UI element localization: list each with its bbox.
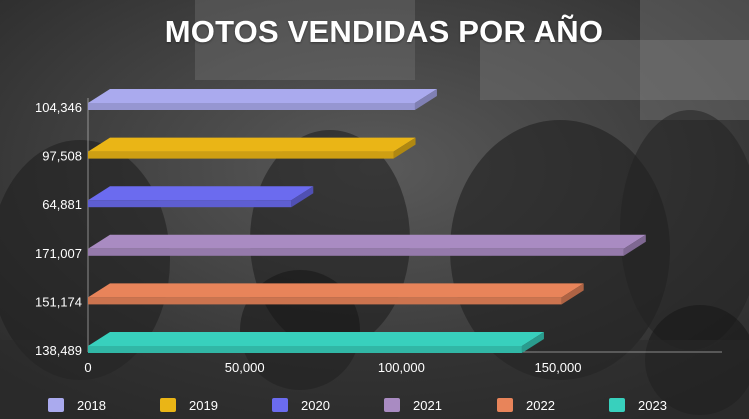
x-tick-label: 0 [84, 360, 91, 375]
bar-side-2023 [521, 332, 544, 353]
legend-swatch [497, 398, 513, 412]
bar-value-label: 171,007 [35, 246, 82, 261]
bar-2021 [88, 248, 624, 256]
bar-side-2019 [393, 137, 416, 159]
bar-top-2022 [88, 283, 584, 298]
legend-item-2023: 2023 [609, 396, 667, 414]
bar-top-2021 [88, 234, 646, 249]
x-tick-label: 100,000 [378, 360, 425, 375]
legend-swatch [609, 398, 625, 412]
chart-legend: 2018 2019 2020 2021 2022 2023 [48, 396, 748, 414]
bar-top-2023 [88, 332, 544, 346]
legend-item-2020: 2020 [272, 396, 330, 414]
x-tick-label: 50,000 [225, 360, 265, 375]
legend-swatch [272, 398, 288, 412]
bar-side-2018 [414, 89, 437, 110]
legend-label: 2023 [638, 397, 667, 413]
bar-2023 [88, 346, 522, 353]
x-tick-label: 150,000 [535, 360, 582, 375]
bar-top-2020 [88, 186, 314, 201]
bar-2020 [88, 200, 292, 208]
bar-value-label: 104,346 [35, 100, 82, 115]
bar-2022 [88, 297, 562, 305]
bar-value-label: 151,174 [35, 294, 82, 309]
legend-swatch [48, 398, 64, 412]
bar-top-2018 [88, 89, 437, 103]
bar-2019 [88, 151, 394, 159]
legend-label: 2021 [413, 397, 442, 413]
bar-value-label: 138,489 [35, 343, 82, 358]
legend-label: 2020 [301, 397, 330, 413]
bar-side-2022 [561, 283, 584, 305]
bar-side-2020 [291, 186, 314, 208]
bar-top-2019 [88, 137, 416, 152]
legend-label: 2018 [77, 397, 106, 413]
legend-swatch [384, 398, 400, 412]
legend-label: 2022 [526, 397, 555, 413]
bar-side-2021 [623, 234, 646, 256]
bar-value-label: 64,881 [42, 197, 82, 212]
legend-item-2021: 2021 [384, 396, 442, 414]
legend-item-2019: 2019 [160, 396, 218, 414]
legend-label: 2019 [189, 397, 218, 413]
bar-2018 [88, 103, 415, 110]
chart-title: MOTOS VENDIDAS POR AÑO [164, 14, 604, 49]
legend-item-2022: 2022 [497, 396, 555, 414]
legend-swatch [160, 398, 176, 412]
legend-item-2018: 2018 [48, 396, 106, 414]
bar-value-label: 97,508 [42, 149, 82, 164]
